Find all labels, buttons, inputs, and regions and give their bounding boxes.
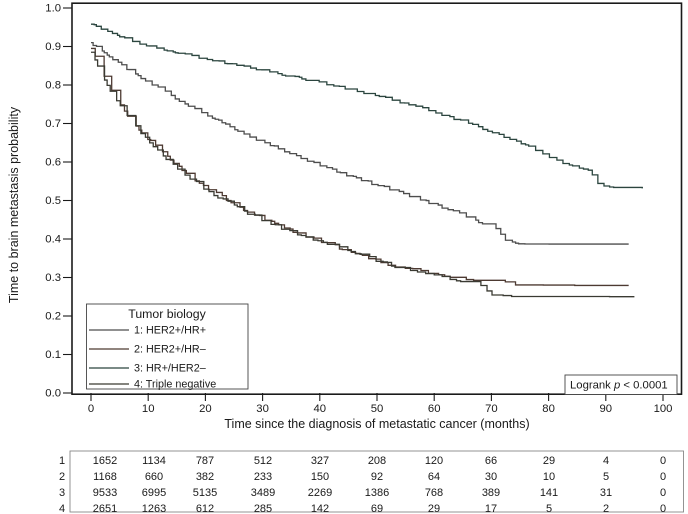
svg-text:10: 10 (142, 403, 155, 415)
svg-text:0.0: 0.0 (45, 388, 61, 400)
svg-text:20: 20 (199, 403, 212, 415)
svg-text:660: 660 (145, 471, 163, 483)
svg-text:3: HR+/HER2–: 3: HR+/HER2– (134, 363, 206, 375)
svg-text:0.9: 0.9 (45, 41, 61, 53)
svg-text:92: 92 (371, 471, 383, 483)
svg-text:1652: 1652 (93, 455, 117, 467)
svg-text:285: 285 (254, 503, 272, 514)
svg-text:Time to brain metastasis proba: Time to brain metastasis probability (7, 106, 21, 303)
svg-text:2: HER2+/HR–: 2: HER2+/HR– (134, 344, 206, 356)
svg-text:1.0: 1.0 (45, 3, 61, 15)
svg-text:10: 10 (543, 471, 555, 483)
svg-text:233: 233 (254, 471, 272, 483)
svg-text:Tumor biology: Tumor biology (128, 307, 206, 321)
svg-text:50: 50 (371, 403, 384, 415)
svg-text:2269: 2269 (308, 487, 332, 499)
svg-text:60: 60 (428, 403, 441, 415)
svg-text:1263: 1263 (142, 503, 166, 514)
svg-text:0.1: 0.1 (45, 349, 61, 361)
svg-text:1: 1 (59, 455, 65, 467)
svg-text:0: 0 (88, 403, 94, 415)
svg-text:5: 5 (546, 503, 552, 514)
svg-text:0.7: 0.7 (45, 118, 61, 130)
svg-text:100: 100 (654, 403, 673, 415)
svg-text:768: 768 (425, 487, 443, 499)
svg-text:30: 30 (485, 471, 497, 483)
svg-text:150: 150 (311, 471, 329, 483)
svg-text:1168: 1168 (93, 471, 117, 483)
svg-text:31: 31 (600, 487, 612, 499)
svg-text:512: 512 (254, 455, 272, 467)
svg-text:90: 90 (600, 403, 613, 415)
svg-text:2: 2 (603, 503, 609, 514)
svg-text:4: 4 (59, 503, 65, 514)
svg-text:0.8: 0.8 (45, 80, 61, 92)
svg-text:0.6: 0.6 (45, 157, 61, 169)
svg-text:80: 80 (542, 403, 555, 415)
svg-text:64: 64 (428, 471, 440, 483)
svg-text:0: 0 (660, 471, 666, 483)
svg-text:1134: 1134 (142, 455, 166, 467)
svg-text:327: 327 (311, 455, 329, 467)
svg-text:208: 208 (368, 455, 386, 467)
svg-text:787: 787 (196, 455, 214, 467)
svg-text:142: 142 (311, 503, 329, 514)
svg-text:3: 3 (59, 487, 65, 499)
svg-text:3489: 3489 (251, 487, 275, 499)
svg-text:0.5: 0.5 (45, 195, 61, 207)
svg-text:0: 0 (660, 503, 666, 514)
svg-text:29: 29 (543, 455, 555, 467)
svg-text:70: 70 (485, 403, 498, 415)
svg-text:0.2: 0.2 (45, 311, 61, 323)
svg-text:30: 30 (256, 403, 269, 415)
svg-text:2651: 2651 (93, 503, 117, 514)
svg-text:5135: 5135 (193, 487, 217, 499)
svg-text:69: 69 (371, 503, 383, 514)
svg-text:612: 612 (196, 503, 214, 514)
svg-text:4: Triple negative: 4: Triple negative (134, 379, 216, 391)
svg-text:2: 2 (59, 471, 65, 483)
svg-text:0: 0 (660, 455, 666, 467)
svg-text:5: 5 (603, 471, 609, 483)
svg-text:0: 0 (660, 487, 666, 499)
svg-text:1386: 1386 (365, 487, 389, 499)
svg-text:17: 17 (485, 503, 497, 514)
svg-text:120: 120 (425, 455, 443, 467)
svg-text:1: HER2+/HR+: 1: HER2+/HR+ (134, 325, 206, 337)
svg-text:382: 382 (196, 471, 214, 483)
svg-text:0.3: 0.3 (45, 272, 61, 284)
svg-text:4: 4 (603, 455, 609, 467)
svg-text:6995: 6995 (142, 487, 166, 499)
svg-text:9533: 9533 (93, 487, 117, 499)
svg-text:0.4: 0.4 (45, 234, 61, 246)
svg-text:141: 141 (540, 487, 558, 499)
svg-text:Logrank p < 0.0001: Logrank p < 0.0001 (570, 380, 668, 392)
svg-text:66: 66 (485, 455, 497, 467)
svg-text:Time since the diagnosis of me: Time since the diagnosis of metastatic c… (224, 417, 529, 431)
svg-text:40: 40 (314, 403, 327, 415)
svg-text:29: 29 (428, 503, 440, 514)
svg-text:389: 389 (482, 487, 500, 499)
